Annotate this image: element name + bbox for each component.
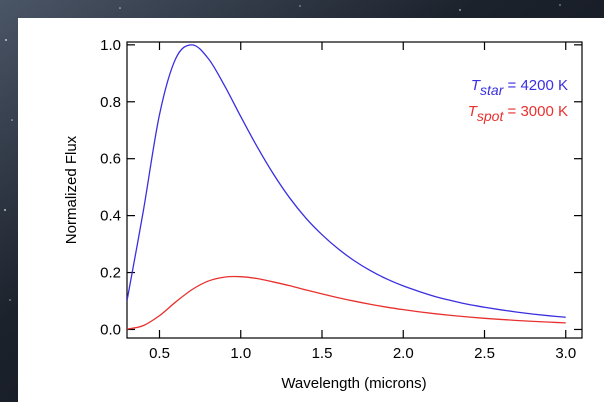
plot-frame xyxy=(126,41,583,339)
y-tick-label: 0.0 xyxy=(100,321,121,338)
legend-value: = 4200 K xyxy=(503,77,568,94)
y-tick-label: 0.6 xyxy=(100,151,121,168)
legend-subscript: star xyxy=(480,82,505,98)
legend-symbol: T xyxy=(471,77,482,94)
legend-symbol: T xyxy=(468,103,479,120)
x-tick-label: 3.0 xyxy=(555,345,576,362)
x-axis-label: Wavelength (microns) xyxy=(281,375,426,392)
x-tick-label: 0.5 xyxy=(149,345,170,362)
series-line xyxy=(127,44,566,318)
y-tick-label: 1.0 xyxy=(100,37,121,54)
y-axis-label: Normalized Flux xyxy=(63,135,80,244)
legend-entry: Tstar = 4200 K xyxy=(471,77,568,98)
series-line xyxy=(127,275,566,330)
x-tick-label: 2.5 xyxy=(474,345,495,362)
x-tick-label: 1.0 xyxy=(230,345,251,362)
legend-entry: Tspot = 3000 K xyxy=(468,103,568,124)
x-tick-label: 2.0 xyxy=(393,345,414,362)
y-tick-label: 0.8 xyxy=(100,94,121,111)
y-tick-label: 0.2 xyxy=(100,265,121,282)
legend-subscript: spot xyxy=(477,108,505,124)
stars xyxy=(4,4,561,301)
y-tick-label: 0.4 xyxy=(100,208,121,225)
legend-value: = 3000 K xyxy=(503,103,568,120)
x-tick-label: 1.5 xyxy=(312,345,333,362)
